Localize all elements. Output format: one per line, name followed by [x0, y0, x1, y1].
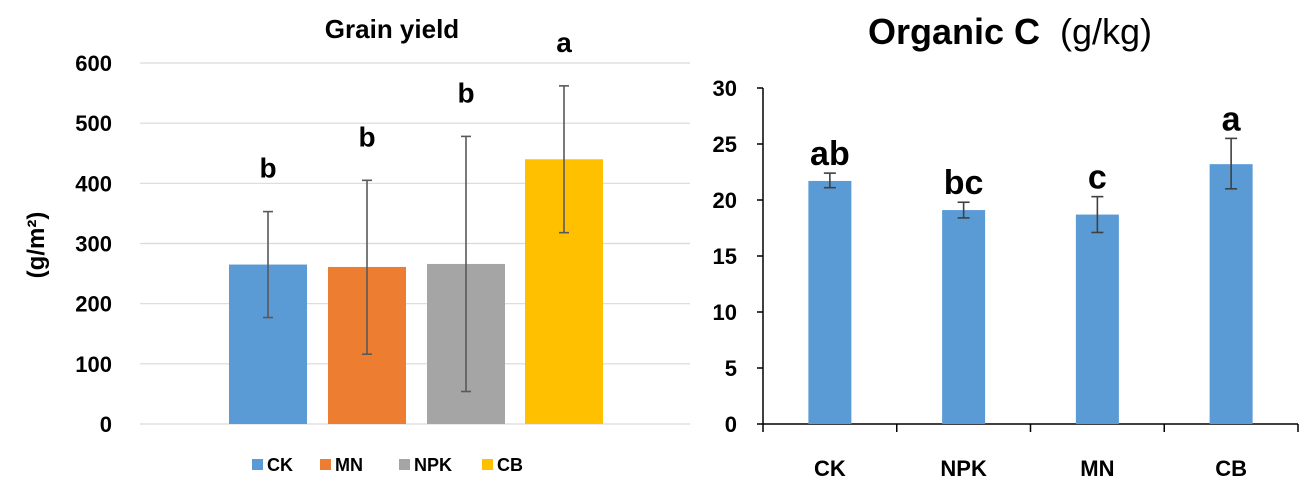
y-tick-label: 0: [100, 412, 112, 437]
legend-swatch: [399, 459, 410, 470]
legend-swatch: [252, 459, 263, 470]
y-tick-label: 500: [75, 111, 112, 136]
y-tick-label: 600: [75, 51, 112, 76]
significance-letter: b: [259, 153, 276, 184]
legend-label: MN: [335, 455, 363, 475]
y-tick-label: 300: [75, 232, 112, 257]
y-tick-label: 100: [75, 352, 112, 377]
gridlines: [140, 62, 690, 425]
y-axis-label: (g/m²): [23, 212, 50, 279]
legend-swatch: [320, 459, 331, 470]
y-tick-label: 400: [75, 171, 112, 196]
significance-letter: b: [457, 77, 474, 108]
significance-letter: b: [358, 121, 375, 152]
legend-swatch: [482, 459, 493, 470]
legend: CK MN NPK CB: [252, 455, 523, 475]
y-axis-ticks: 0 100 200 300 400 500 600: [75, 51, 112, 437]
significance-letter: a: [556, 27, 572, 58]
legend-label: CK: [267, 455, 293, 475]
chart-title: Grain yield: [325, 14, 459, 44]
bars: b b b a: [229, 27, 603, 424]
y-tick-label: 200: [75, 292, 112, 317]
legend-label: CB: [497, 455, 523, 475]
legend-label: NPK: [414, 455, 452, 475]
